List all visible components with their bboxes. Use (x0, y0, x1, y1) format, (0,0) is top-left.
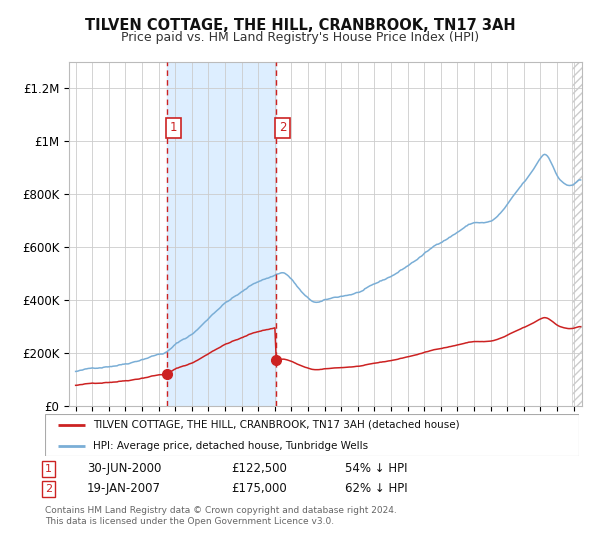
Bar (167, 62, 275, 406)
Text: 1: 1 (170, 122, 178, 134)
Text: 2: 2 (45, 484, 52, 494)
Text: £122,500: £122,500 (231, 462, 287, 475)
Text: 62% ↓ HPI: 62% ↓ HPI (345, 482, 407, 496)
Text: Contains HM Land Registry data © Crown copyright and database right 2024.
This d: Contains HM Land Registry data © Crown c… (45, 506, 397, 526)
Text: £175,000: £175,000 (231, 482, 287, 496)
FancyBboxPatch shape (45, 414, 579, 456)
Text: TILVEN COTTAGE, THE HILL, CRANBROOK, TN17 3AH (detached house): TILVEN COTTAGE, THE HILL, CRANBROOK, TN1… (93, 420, 460, 430)
Text: 1: 1 (45, 464, 52, 474)
Bar (572, 62, 582, 406)
Text: 54% ↓ HPI: 54% ↓ HPI (345, 462, 407, 475)
Text: Price paid vs. HM Land Registry's House Price Index (HPI): Price paid vs. HM Land Registry's House … (121, 31, 479, 44)
Text: 30-JUN-2000: 30-JUN-2000 (87, 462, 161, 475)
Text: 2: 2 (278, 122, 286, 134)
Text: HPI: Average price, detached house, Tunbridge Wells: HPI: Average price, detached house, Tunb… (93, 441, 368, 451)
Text: TILVEN COTTAGE, THE HILL, CRANBROOK, TN17 3AH: TILVEN COTTAGE, THE HILL, CRANBROOK, TN1… (85, 18, 515, 33)
Text: 19-JAN-2007: 19-JAN-2007 (87, 482, 161, 496)
